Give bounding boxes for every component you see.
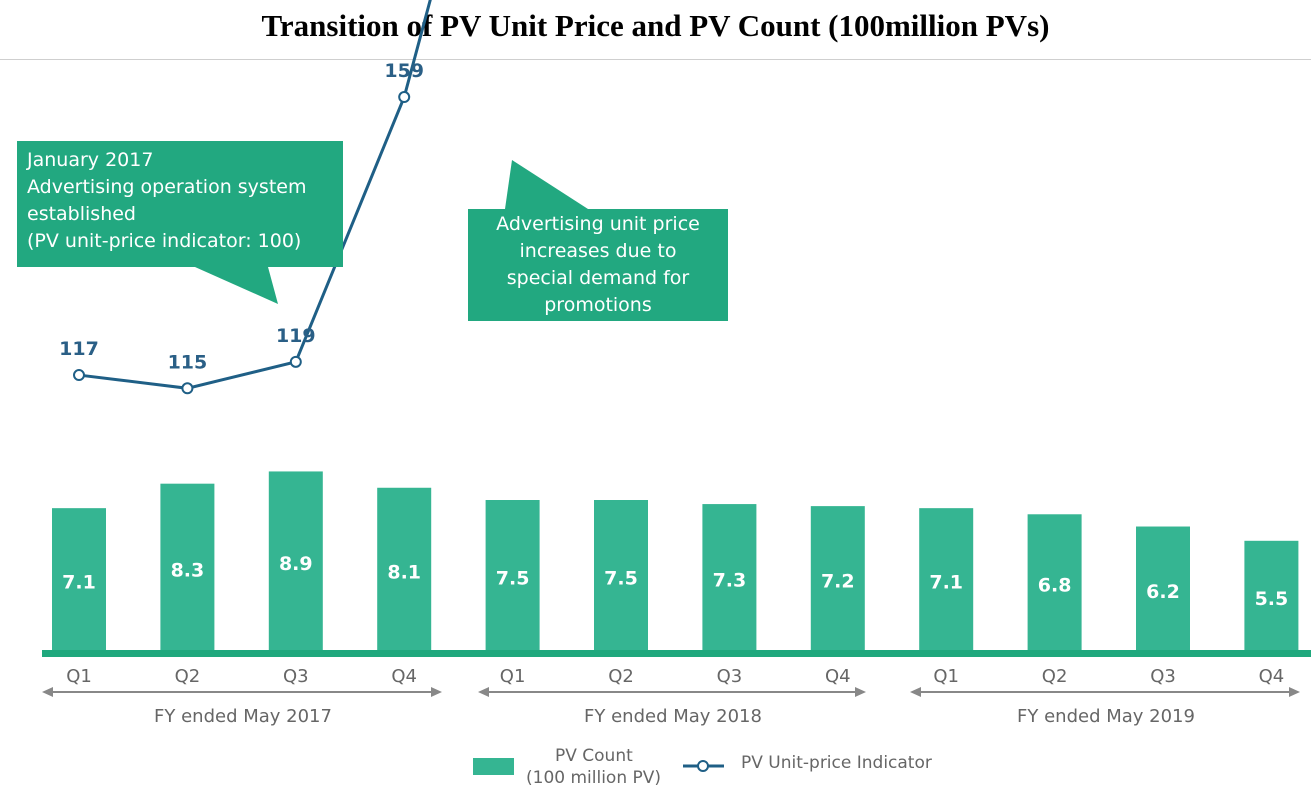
pv-count-bar: [702, 504, 757, 653]
pv-count-bar: [485, 500, 540, 653]
pv-count-bar: [919, 508, 974, 653]
callout-line: Advertising unit price: [496, 213, 700, 235]
fy-arrowhead-left: [478, 687, 489, 697]
bar-value-label: 7.1: [929, 572, 963, 594]
x-tick-label: Q4: [1259, 666, 1285, 687]
bar-value-label: 8.1: [387, 561, 421, 583]
callout-pointer: [505, 160, 588, 209]
callout-line: increases due to: [519, 240, 677, 262]
x-tick-label: Q1: [500, 666, 526, 687]
x-tick-label: Q2: [1042, 666, 1068, 687]
unit-price-line: [78, 0, 432, 390]
x-tick-label: Q1: [933, 666, 959, 687]
pv-count-bar: [594, 500, 648, 653]
callout-pointer: [195, 267, 278, 304]
fy-arrowhead-right: [431, 687, 442, 697]
x-tick-label: Q1: [66, 666, 92, 687]
x-tick-label: Q3: [283, 666, 309, 687]
x-tick-label: Q3: [717, 666, 743, 687]
fy-arrowhead-left: [910, 687, 921, 697]
bar-value-label: 7.5: [496, 568, 530, 590]
callout-line: January 2017: [27, 149, 154, 171]
callout-line: (PV unit-price indicator: 100): [27, 230, 302, 252]
fy-arrowhead-right: [855, 687, 866, 697]
pv-count-bar: [268, 471, 323, 653]
bar-value-label: 8.3: [171, 559, 205, 581]
bar-value-label: 6.2: [1146, 581, 1180, 603]
pv-count-bar: [810, 506, 865, 653]
legend-line-label: PV Unit-price Indicator: [741, 753, 932, 773]
unit-price-point: [73, 369, 85, 382]
bar-value-label: 7.1: [62, 572, 96, 594]
legend-bar-label-line2: (100 million PV): [526, 768, 662, 788]
unit-price-label: 159: [384, 60, 424, 82]
callout-line: established: [27, 203, 136, 225]
pv-count-bar: [160, 483, 215, 653]
callout-line: special demand for: [506, 267, 690, 289]
fy-arrowhead-right: [1289, 687, 1300, 697]
unit-price-label: 119: [276, 325, 316, 347]
title-divider: [0, 59, 1311, 60]
pv-count-bar: [1027, 514, 1082, 653]
callout-line: promotions: [544, 294, 652, 316]
bar-value-label: 7.3: [713, 570, 747, 592]
callout-system-established: January 2017 Advertising operation syste…: [17, 141, 343, 267]
bar-value-label: 7.2: [821, 571, 855, 593]
fy-group-label: FY ended May 2018: [584, 706, 762, 727]
chart-title: Transition of PV Unit Price and PV Count…: [261, 8, 1050, 43]
pv-count-bar: [1244, 540, 1299, 653]
callout-line: Advertising operation system: [27, 176, 307, 198]
fy-group-label: FY ended May 2019: [1017, 706, 1195, 727]
x-tick-label: Q4: [825, 666, 851, 687]
x-tick-label: Q2: [175, 666, 201, 687]
pv-count-bar: [1136, 526, 1190, 653]
unit-price-point: [289, 355, 302, 368]
bar-value-label: 5.5: [1255, 588, 1289, 610]
legend-line-marker: [697, 760, 709, 772]
unit-price-point: [181, 382, 194, 395]
legend-bar-label-line1: PV Count: [555, 746, 633, 766]
x-tick-label: Q2: [608, 666, 634, 687]
x-axis-baseline: [42, 650, 1311, 657]
x-tick-label: Q4: [391, 666, 417, 687]
pv-count-bar: [52, 508, 106, 653]
bar-value-label: 8.9: [279, 553, 313, 575]
pv-count-bar: [377, 487, 432, 653]
bar-value-label: 6.8: [1038, 575, 1072, 597]
unit-price-label: 117: [59, 338, 99, 360]
callout-price-increase: Advertising unit price increases due to …: [468, 209, 728, 321]
unit-price-point: [398, 91, 411, 104]
x-tick-label: Q3: [1150, 666, 1176, 687]
bar-value-label: 7.5: [604, 568, 638, 590]
fy-group-label: FY ended May 2017: [154, 706, 332, 727]
legend-bar-swatch: [473, 758, 514, 775]
fy-arrowhead-left: [42, 687, 53, 697]
unit-price-label: 115: [168, 351, 208, 373]
